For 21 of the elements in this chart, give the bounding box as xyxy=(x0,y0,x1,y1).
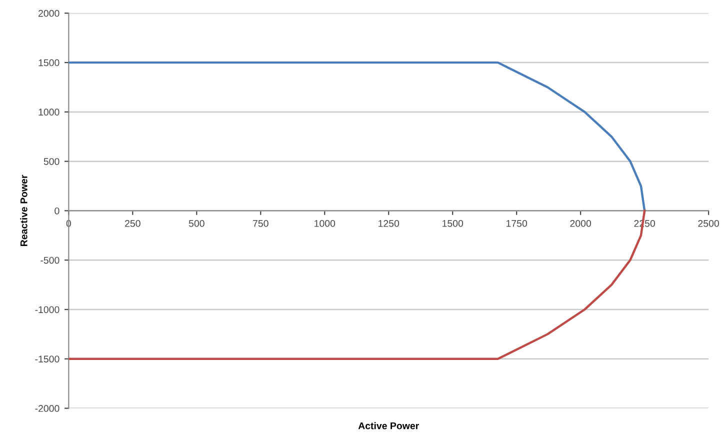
x-tick-label: 1250 xyxy=(378,220,400,227)
y-tick-label: 500 xyxy=(44,158,60,165)
x-axis-title: Active Power xyxy=(358,422,419,430)
x-tick-label: 250 xyxy=(125,220,140,227)
x-tick-label: 1500 xyxy=(442,220,464,227)
x-tick-label: 1000 xyxy=(314,220,336,227)
y-tick-label: -500 xyxy=(40,256,60,264)
y-axis-title: Reactive Power xyxy=(20,174,28,246)
line-series xyxy=(68,61,646,212)
x-tick-label: 2500 xyxy=(698,220,719,227)
y-tick-label: 1000 xyxy=(38,108,60,116)
x-tick-label: 1750 xyxy=(506,220,528,227)
x-tick-label: 500 xyxy=(188,220,204,227)
y-tick-label: 1500 xyxy=(38,59,60,66)
y-tick-label: -2000 xyxy=(35,405,60,412)
y-tick-label: 0 xyxy=(54,207,60,214)
x-tick-label: 750 xyxy=(253,220,268,227)
y-tick-label: -1500 xyxy=(35,356,60,362)
y-tick-label: -1000 xyxy=(35,306,60,314)
y-tick-label: 2000 xyxy=(38,10,60,17)
x-tick-label: 2000 xyxy=(570,220,592,227)
